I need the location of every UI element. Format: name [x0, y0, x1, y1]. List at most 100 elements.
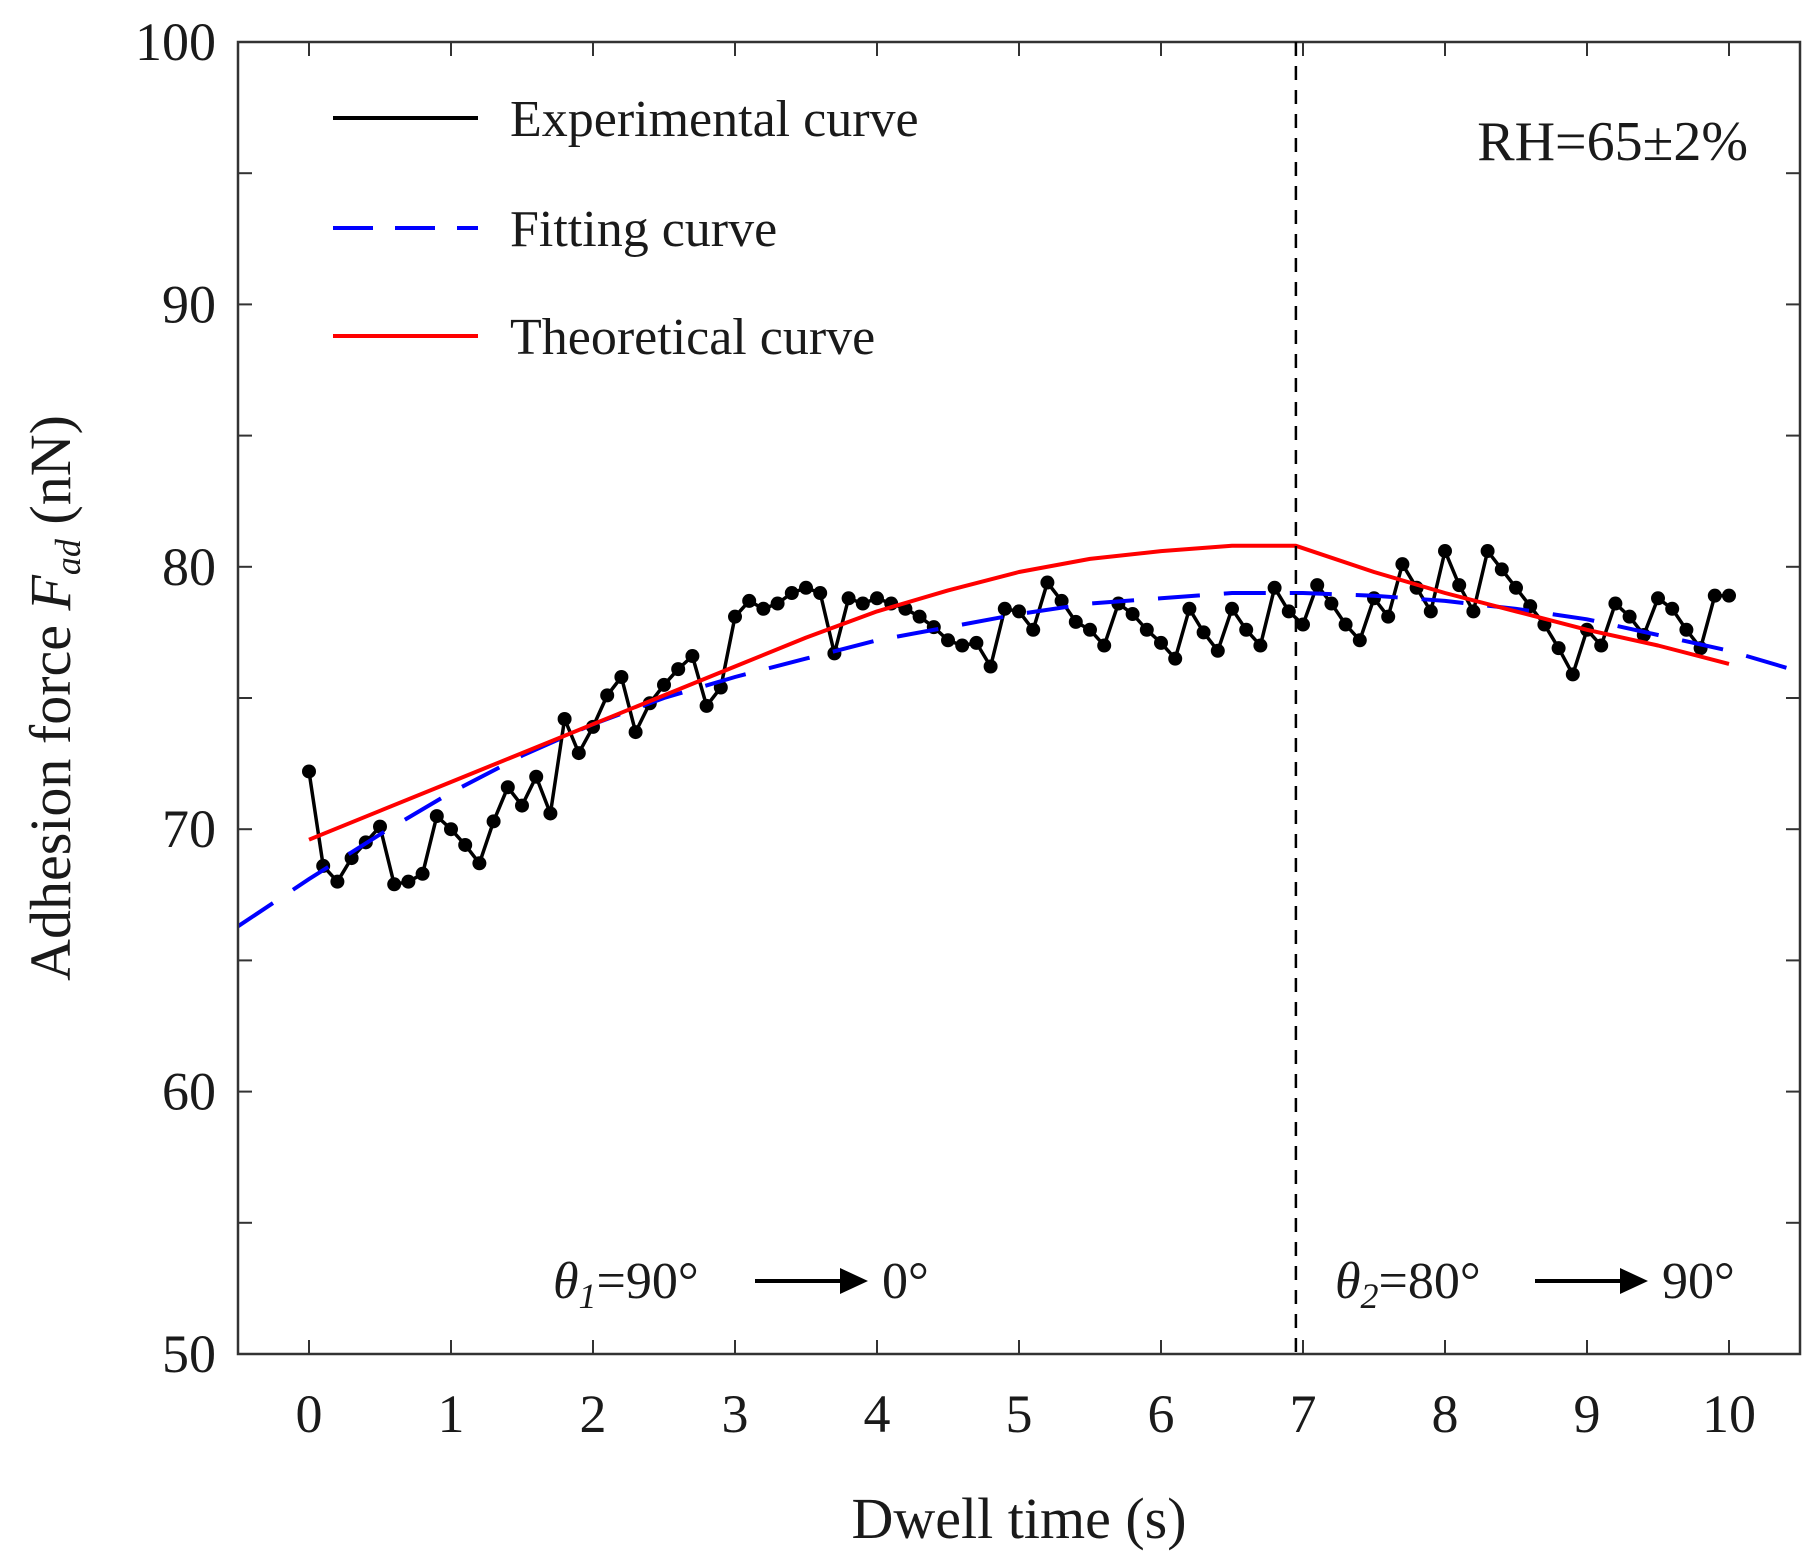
point-experimental-36 [813, 586, 828, 601]
y-axis-title-subscript: ad [48, 538, 88, 575]
rh-label: RH=65±2% [1477, 111, 1748, 173]
point-experimental-49 [997, 601, 1012, 616]
point-experimental-74 [1352, 633, 1367, 648]
legend-label-theoretical: Theoretical curve [510, 309, 875, 366]
point-experimental-45 [941, 633, 955, 648]
point-experimental-95 [1651, 591, 1665, 606]
point-experimental-63 [1196, 625, 1211, 640]
point-experimental-32 [756, 601, 771, 616]
point-experimental-100 [1722, 588, 1736, 603]
point-experimental-60 [1154, 635, 1168, 650]
point-experimental-71 [1310, 578, 1325, 593]
point-experimental-43 [912, 609, 927, 624]
annotation-phase-2: θ2=80° 90° [1335, 1253, 1735, 1316]
x-tick-label-4: 4 [864, 1384, 891, 1444]
point-experimental-21 [600, 688, 615, 703]
x-tick-label-10: 10 [1702, 1384, 1756, 1444]
point-experimental-72 [1324, 596, 1339, 611]
x-tick-label-5: 5 [1006, 1384, 1033, 1444]
x-tick-label-1: 1 [438, 1384, 465, 1444]
point-experimental-53 [1054, 593, 1069, 608]
point-experimental-38 [841, 591, 856, 606]
point-experimental-10 [444, 822, 458, 837]
point-experimental-66 [1239, 622, 1254, 637]
point-experimental-96 [1665, 601, 1680, 616]
point-experimental-89 [1565, 667, 1580, 682]
point-experimental-70 [1296, 617, 1310, 632]
point-experimental-99 [1707, 588, 1722, 603]
annotation-2-to: 90° [1662, 1253, 1735, 1310]
point-experimental-35 [799, 580, 813, 595]
point-experimental-77 [1395, 557, 1410, 572]
point-experimental-59 [1139, 622, 1154, 637]
annotation-2-from: =80° [1379, 1253, 1481, 1310]
point-experimental-61 [1168, 651, 1183, 666]
y-tick-label-50: 50 [162, 1324, 216, 1384]
series-group [238, 543, 1800, 928]
point-experimental-47 [969, 635, 984, 650]
point-experimental-65 [1225, 601, 1239, 616]
point-experimental-3 [344, 851, 359, 866]
ticks-layer: 0 1 2 3 4 5 6 7 8 9 10 50 60 70 80 90 100 [135, 12, 1800, 1444]
y-axis-title-main: Adhesion force [18, 611, 83, 981]
point-experimental-25 [657, 677, 671, 692]
point-experimental-92 [1608, 596, 1623, 611]
point-experimental-31 [742, 593, 757, 608]
point-experimental-93 [1622, 609, 1637, 624]
point-experimental-39 [855, 596, 870, 611]
point-experimental-54 [1068, 614, 1083, 629]
point-experimental-2 [330, 874, 345, 889]
point-experimental-34 [784, 586, 799, 601]
point-experimental-81 [1452, 578, 1467, 593]
point-experimental-58 [1125, 607, 1140, 622]
y-axis-title-unit: (nN) [18, 415, 83, 539]
y-axis-title-symbol: F [18, 575, 83, 612]
annotation-phase-1: θ1=90° 0° [553, 1253, 929, 1316]
x-axis-title: Dwell time (s) [851, 1486, 1186, 1551]
y-tick-label-70: 70 [162, 799, 216, 859]
annotation-1-to: 0° [882, 1253, 929, 1310]
point-experimental-12 [472, 856, 487, 871]
point-experimental-16 [529, 769, 544, 784]
point-experimental-56 [1097, 638, 1112, 653]
point-experimental-82 [1466, 604, 1481, 619]
point-experimental-5 [373, 819, 387, 834]
point-experimental-9 [429, 809, 444, 824]
point-experimental-79 [1423, 604, 1438, 619]
point-experimental-67 [1253, 638, 1268, 653]
point-experimental-85 [1509, 580, 1523, 595]
annotation-1-arrow-head [840, 1268, 868, 1294]
point-experimental-30 [728, 609, 742, 624]
x-tick-label-2: 2 [580, 1384, 607, 1444]
x-tick-label-8: 8 [1432, 1384, 1459, 1444]
x-tick-label-7: 7 [1290, 1384, 1317, 1444]
legend: Experimental curve Fitting curve Theoret… [333, 91, 919, 366]
legend-label-fitting: Fitting curve [510, 201, 777, 258]
plot-layer [238, 543, 1800, 928]
point-experimental-97 [1679, 622, 1694, 637]
x-tick-label-0: 0 [296, 1384, 323, 1444]
point-experimental-27 [685, 649, 700, 664]
annotation-2-subscript: 2 [1361, 1276, 1379, 1316]
point-experimental-26 [671, 662, 686, 677]
point-experimental-84 [1494, 562, 1509, 577]
point-experimental-11 [458, 837, 473, 852]
point-experimental-73 [1338, 617, 1353, 632]
point-experimental-14 [500, 780, 515, 795]
annotation-2-theta: θ [1335, 1253, 1361, 1310]
y-tick-label-100: 100 [135, 12, 216, 72]
point-experimental-8 [415, 866, 430, 881]
annotation-1-from: =90° [597, 1253, 699, 1310]
point-experimental-55 [1083, 622, 1097, 637]
series-line-theoretical [308, 543, 1730, 842]
x-tick-label-3: 3 [722, 1384, 749, 1444]
legend-label-experimental: Experimental curve [510, 91, 919, 148]
y-axis-title: Adhesion force Fad (nN) [18, 415, 88, 981]
y-tick-label-80: 80 [162, 537, 216, 597]
point-experimental-6 [387, 877, 402, 892]
series-line-fitting [238, 591, 1800, 928]
point-experimental-15 [515, 798, 529, 813]
point-experimental-0 [302, 764, 316, 779]
point-experimental-91 [1594, 638, 1609, 653]
